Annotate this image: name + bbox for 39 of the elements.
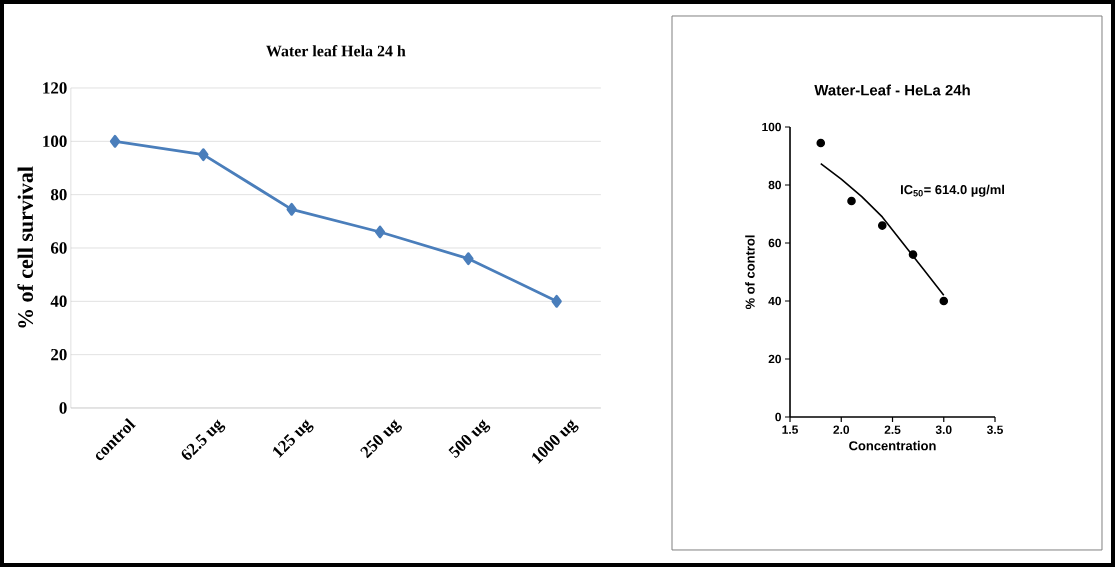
point [939,296,949,306]
y-tick-label: 60 [768,238,781,248]
x-tick-label: 500 ug [448,419,491,459]
x-tick-label: 62.5 ug [181,419,226,460]
y-axis-title: % of control [745,235,755,310]
point [908,250,918,259]
point [109,134,121,148]
x-tick-label: 3.5 [986,425,1003,434]
point [286,202,297,216]
y-tick-label: 80 [50,188,67,201]
x-tick-label: 1.5 [782,425,798,434]
point [847,196,856,206]
x-tick-label: 3.0 [935,425,952,434]
point [816,138,826,148]
y-tick-label: 0 [59,402,67,414]
y-tick-label: 60 [50,242,67,254]
x-tick-label: 2.5 [884,425,901,434]
point [374,225,386,239]
point [463,252,474,266]
chart-title: Water-Leaf - HeLa 24h [814,84,970,96]
y-tick-label: 120 [43,82,67,94]
y-tick-label: 100 [43,135,67,148]
x-tick-label: 125 ug [273,419,314,458]
point [551,294,562,308]
y-tick-label: 0 [775,412,781,422]
point [877,221,887,230]
y-tick-label: 80 [768,180,781,190]
x-tick-label: 2.0 [833,425,850,434]
y-tick-label: 20 [51,348,67,361]
point [198,148,209,162]
y-axis-title: % of cell survival [17,166,34,328]
x-axis-title: Concentration [849,440,936,451]
y-tick-label: 40 [50,295,67,308]
chart-title: Water leaf Hela 24 h [266,45,406,57]
annotation: IC$_{50}$= 614.0 µg/ml [900,184,1004,197]
y-tick-label: 40 [768,296,781,306]
y-tick-label: 20 [768,354,781,364]
x-tick-label: 250 ug [360,419,402,459]
y-tick-label: 100 [762,122,781,132]
